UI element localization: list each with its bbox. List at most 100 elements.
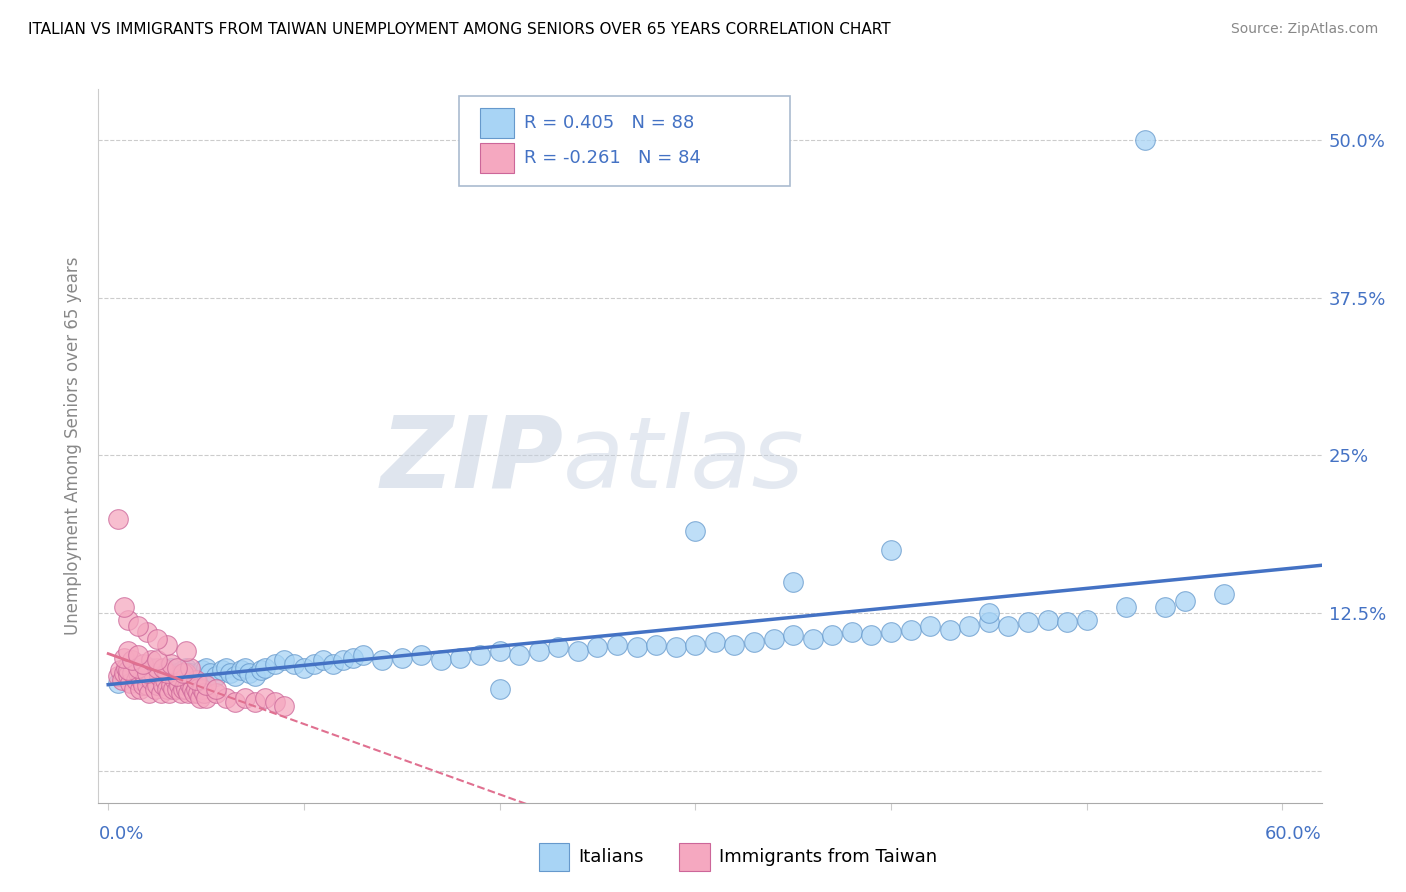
- Point: [508, 648, 530, 662]
- Point: [253, 690, 276, 705]
- Point: [1212, 587, 1234, 601]
- Point: [233, 690, 256, 705]
- Point: [173, 678, 195, 692]
- Point: [136, 663, 159, 677]
- Point: [488, 682, 510, 697]
- Point: [214, 690, 236, 705]
- Point: [352, 648, 374, 662]
- Text: Immigrants from Taiwan: Immigrants from Taiwan: [718, 848, 936, 866]
- Point: [179, 660, 201, 674]
- Point: [547, 640, 569, 655]
- Point: [132, 669, 155, 683]
- Point: [166, 665, 188, 680]
- Point: [645, 638, 668, 652]
- Point: [243, 695, 266, 709]
- Point: [1017, 615, 1039, 630]
- Point: [127, 648, 149, 662]
- Point: [214, 660, 236, 674]
- Point: [117, 663, 139, 677]
- Point: [146, 678, 169, 692]
- Point: [117, 613, 139, 627]
- Point: [157, 686, 180, 700]
- Point: [191, 663, 214, 677]
- Point: [150, 686, 173, 700]
- Point: [112, 650, 135, 665]
- FancyBboxPatch shape: [479, 108, 515, 137]
- Point: [181, 682, 204, 697]
- Text: 0.0%: 0.0%: [98, 825, 143, 843]
- Text: ZIP: ZIP: [380, 412, 564, 508]
- Point: [253, 660, 276, 674]
- Point: [186, 682, 208, 697]
- Point: [172, 665, 194, 680]
- Point: [880, 543, 903, 558]
- Point: [626, 640, 648, 655]
- Point: [160, 657, 183, 671]
- Point: [273, 698, 295, 713]
- Point: [131, 673, 153, 688]
- Point: [152, 669, 174, 683]
- Point: [117, 663, 139, 677]
- Point: [205, 669, 228, 683]
- Text: atlas: atlas: [564, 412, 804, 508]
- Point: [977, 607, 1000, 621]
- Point: [124, 673, 146, 688]
- Point: [198, 665, 221, 680]
- Point: [134, 669, 156, 683]
- Point: [176, 682, 198, 697]
- Text: Italians: Italians: [578, 848, 644, 866]
- Point: [342, 650, 364, 665]
- Point: [143, 682, 166, 697]
- Point: [132, 678, 155, 692]
- Point: [1154, 600, 1177, 615]
- Y-axis label: Unemployment Among Seniors over 65 years: Unemployment Among Seniors over 65 years: [65, 257, 83, 635]
- Point: [186, 673, 208, 688]
- Point: [411, 648, 433, 662]
- Point: [117, 668, 139, 682]
- Point: [742, 635, 765, 649]
- FancyBboxPatch shape: [538, 844, 569, 871]
- Point: [273, 653, 295, 667]
- Point: [112, 669, 135, 683]
- Point: [176, 644, 198, 658]
- Point: [231, 663, 253, 677]
- Point: [821, 628, 844, 642]
- Point: [191, 682, 214, 697]
- Point: [152, 660, 174, 674]
- Point: [128, 682, 150, 697]
- Point: [186, 669, 208, 683]
- Point: [156, 665, 179, 680]
- Point: [177, 686, 200, 700]
- Point: [162, 682, 184, 697]
- Point: [1174, 593, 1197, 607]
- Point: [136, 678, 159, 692]
- Text: R = 0.405   N = 88: R = 0.405 N = 88: [524, 114, 695, 132]
- Point: [114, 660, 136, 674]
- Point: [166, 669, 188, 683]
- Text: R = -0.261   N = 84: R = -0.261 N = 84: [524, 150, 702, 168]
- Point: [153, 673, 176, 688]
- Point: [1135, 133, 1157, 147]
- Point: [685, 638, 707, 652]
- Point: [205, 686, 228, 700]
- Point: [527, 644, 550, 658]
- Point: [152, 678, 174, 692]
- Point: [195, 690, 218, 705]
- Point: [312, 653, 335, 667]
- Point: [156, 638, 179, 652]
- Point: [218, 665, 240, 680]
- Point: [292, 660, 315, 674]
- Point: [167, 678, 190, 692]
- Point: [801, 632, 824, 646]
- Point: [146, 665, 169, 680]
- Point: [1076, 613, 1098, 627]
- Point: [224, 669, 246, 683]
- Point: [391, 650, 413, 665]
- Point: [430, 653, 453, 667]
- FancyBboxPatch shape: [460, 96, 790, 186]
- Point: [243, 669, 266, 683]
- Point: [127, 665, 149, 680]
- Point: [957, 619, 980, 633]
- Point: [176, 665, 198, 680]
- Point: [136, 665, 159, 680]
